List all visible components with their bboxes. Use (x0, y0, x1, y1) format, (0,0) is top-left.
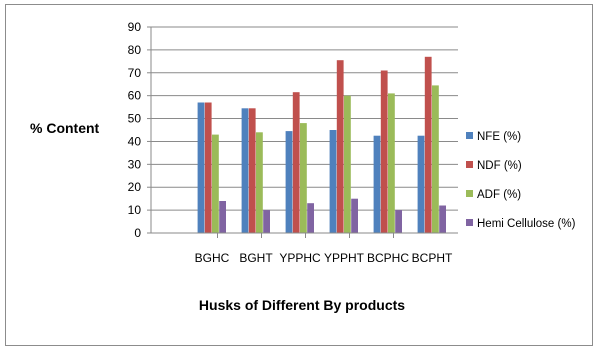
bar-bcpht-series-1 (417, 135, 425, 233)
bar-bght-series-1 (241, 108, 249, 233)
bars (197, 56, 446, 234)
axes (147, 26, 458, 238)
y-tick-label: 70 (128, 66, 142, 80)
legend-swatch (466, 132, 473, 139)
bar-yppht-series-3 (344, 95, 351, 233)
legend-label: ADF (%) (477, 189, 521, 201)
legend-swatch (466, 219, 473, 226)
bar-bcphc-series-3 (388, 93, 395, 234)
y-tick-label: 20 (128, 180, 142, 194)
bar-bghc-series-2 (204, 102, 212, 233)
bar-ypphc-series-4 (307, 203, 314, 233)
legend-label: Hemi Cellulose (%) (477, 218, 576, 230)
bar-bcphc-series-4 (395, 210, 402, 233)
x-tick-label: YPPHT (324, 251, 365, 265)
x-tick-label: BCPHT (412, 251, 453, 265)
legend-label: NFE (%) (477, 131, 521, 143)
y-tick-label: 90 (128, 20, 142, 34)
bar-bghc-series-4 (219, 201, 226, 233)
bar-ypphc-series-3 (300, 123, 307, 233)
y-tick-label: 10 (128, 203, 142, 217)
bar-ypphc-series-2 (292, 92, 300, 233)
bar-bght-series-2 (248, 108, 256, 233)
y-tick-label: 40 (128, 134, 142, 148)
legend-swatch (466, 161, 473, 168)
bar-ypphc-series-1 (285, 131, 293, 233)
x-axis-label: Husks of Different By products (199, 297, 405, 313)
x-tick-label: BGHC (195, 251, 230, 265)
y-axis-label: % Content (30, 120, 100, 136)
bar-bcpht-series-2 (424, 56, 432, 233)
bar-bcphc-series-1 (373, 135, 381, 233)
x-tick-label: BCPHC (367, 251, 409, 265)
bar-bght-series-3 (256, 132, 263, 233)
y-tick-label: 30 (128, 157, 142, 171)
y-tick-label: 60 (128, 89, 142, 103)
legend: NFE (%) NDF (%) ADF (%) Hemi Cellulose (%) (466, 131, 576, 230)
legend-swatch (466, 190, 473, 197)
y-tick-label: 80 (128, 43, 142, 57)
bar-yppht-series-4 (351, 198, 358, 233)
bar-bghc-series-1 (197, 102, 205, 233)
x-tick-label: YPPHC (279, 251, 321, 265)
y-tick-labels: 0 10 20 30 40 50 60 70 80 90 (128, 20, 142, 240)
legend-label: NDF (%) (477, 160, 522, 172)
bar-yppht-series-2 (336, 60, 344, 234)
x-tick-label: BGHT (239, 251, 273, 265)
bar-bcphc-series-2 (380, 70, 388, 233)
bar-bcpht-series-4 (439, 205, 446, 233)
y-tick-label: 0 (134, 226, 141, 240)
bar-bcpht-series-3 (432, 85, 439, 234)
bar-bght-series-4 (263, 210, 270, 233)
x-tick-labels: BGHC BGHT YPPHC YPPHT BCPHC BCPHT (195, 251, 453, 265)
bar-bghc-series-3 (212, 134, 219, 233)
bar-yppht-series-1 (329, 130, 337, 233)
y-tick-label: 50 (128, 112, 142, 126)
